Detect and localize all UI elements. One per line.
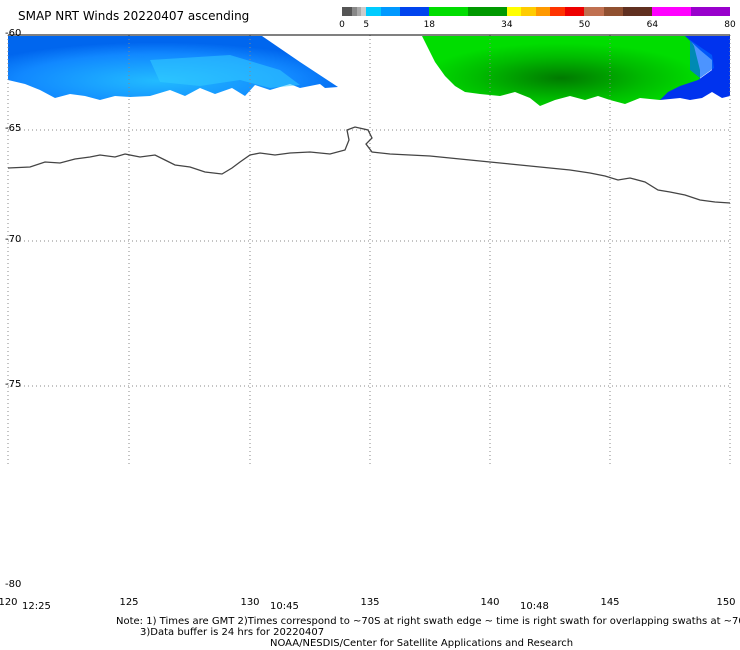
- colorbar-segment: [565, 7, 585, 16]
- colorbar-segment: [361, 7, 367, 16]
- west-wind-light-patch: [150, 55, 300, 88]
- colorbar-tick-label: 80: [724, 20, 736, 30]
- lat-lon-grid: [7, 35, 731, 465]
- latitude-label: -65: [5, 123, 22, 134]
- colorbar-segment: [550, 7, 566, 16]
- colorbar-segment: [603, 7, 624, 16]
- east-blue-highlight: [690, 40, 714, 78]
- colorbar-segment: [584, 7, 604, 16]
- note-line-1: Note: 1) Times are GMT 2)Times correspon…: [116, 616, 740, 627]
- latitude-label: -60: [5, 28, 22, 39]
- colorbar-tick-label: 50: [578, 20, 591, 30]
- latitude-label: -80: [5, 579, 22, 590]
- latitude-label: -75: [5, 379, 22, 390]
- colorbar-segment: [535, 7, 551, 16]
- longitude-label: 145: [600, 597, 620, 608]
- longitude-label: 135: [360, 597, 380, 608]
- time-label-3: 10:48: [520, 601, 549, 612]
- wind-speed-colorbar: [342, 7, 730, 16]
- colorbar-segment: [351, 7, 357, 16]
- note-line-3: NOAA/NESDIS/Center for Satellite Applica…: [270, 638, 574, 649]
- colorbar-tick-label: 64: [646, 20, 659, 30]
- colorbar-tick-label: 0: [339, 20, 345, 30]
- colorbar-segment: [380, 7, 401, 16]
- colorbar-segment: [429, 7, 469, 16]
- colorbar-segment: [623, 7, 653, 16]
- colorbar-segment: [506, 7, 522, 16]
- colorbar-segment: [521, 7, 536, 16]
- antarctic-coastline: [7, 126, 731, 204]
- colorbar-segment: [468, 7, 507, 16]
- colorbar-segment: [366, 7, 381, 16]
- colorbar-tick-label: 5: [363, 20, 370, 30]
- colorbar-segment: [691, 7, 730, 16]
- east-blue-wind-patch: [660, 36, 730, 100]
- colorbar-segment: [400, 7, 430, 16]
- latitude-label: -70: [5, 234, 22, 245]
- colorbar-segment: [652, 7, 692, 16]
- colorbar-tick-label: 18: [423, 20, 436, 30]
- east-wind-swath: [422, 36, 700, 106]
- longitude-label: 120: [0, 597, 18, 608]
- longitude-label: 150: [716, 597, 736, 608]
- colorbar-tick-label: 34: [501, 20, 513, 30]
- map-title: SMAP NRT Winds 20220407 ascending: [18, 9, 250, 23]
- note-line-2: 3)Data buffer is 24 hrs for 20220407: [140, 627, 325, 638]
- colorbar-segment: [356, 7, 362, 16]
- longitude-label: 125: [119, 597, 139, 608]
- time-label-1: 12:25: [22, 601, 51, 612]
- longitude-label: 130: [240, 597, 260, 608]
- colorbar-segment: [342, 7, 352, 16]
- time-label-2: 10:45: [270, 601, 299, 612]
- longitude-label: 140: [480, 597, 500, 608]
